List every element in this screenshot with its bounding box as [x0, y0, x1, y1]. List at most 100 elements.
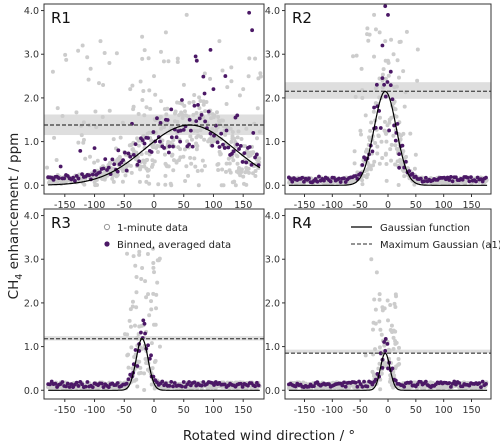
- minute-data-point: [129, 345, 134, 350]
- x-tick-label: 50: [410, 200, 422, 211]
- binned-data-point: [110, 157, 115, 162]
- binned-data-point: [126, 377, 131, 382]
- minute-data-point: [137, 371, 142, 376]
- minute-data-point: [158, 115, 163, 120]
- binned-data-point: [452, 379, 457, 384]
- x-tick-label: -50: [352, 200, 368, 211]
- minute-data-point: [372, 54, 377, 59]
- minute-data-point: [379, 332, 384, 337]
- minute-data-point: [197, 106, 202, 111]
- binned-data-point: [447, 381, 452, 385]
- minute-data-point: [254, 136, 259, 141]
- binned-data-point: [484, 382, 488, 386]
- binned-data-point: [165, 118, 170, 122]
- minute-data-point: [129, 170, 134, 175]
- minute-data-point: [164, 112, 169, 117]
- binned-data-point: [237, 147, 241, 151]
- minute-data-point: [351, 54, 356, 59]
- minute-data-point: [144, 150, 149, 155]
- binned-data-point: [393, 138, 398, 143]
- binned-data-point: [460, 177, 465, 182]
- minute-data-point: [203, 109, 208, 114]
- binned-data-point: [449, 385, 453, 389]
- minute-data-point: [107, 108, 112, 113]
- binned-data-point: [332, 175, 336, 180]
- minute-data-point: [393, 292, 398, 297]
- binned-data-point: [373, 377, 378, 382]
- minute-data-point: [241, 87, 246, 92]
- binned-data-point: [397, 165, 402, 170]
- minute-data-point: [221, 183, 226, 188]
- minute-data-point: [202, 164, 207, 169]
- binned-data-point: [290, 179, 295, 184]
- minute-data-point: [368, 128, 373, 133]
- minute-data-point: [94, 125, 99, 130]
- minute-data-point: [402, 104, 407, 109]
- minute-data-point: [152, 159, 157, 164]
- minute-data-point: [193, 164, 198, 169]
- y-tick-label: 2.0: [24, 298, 39, 309]
- minute-data-point: [144, 179, 149, 184]
- binned-data-point: [73, 178, 77, 183]
- binned-data-point: [372, 105, 376, 110]
- minute-data-point: [253, 173, 258, 178]
- minute-data-point: [175, 119, 180, 124]
- minute-data-point: [128, 324, 133, 329]
- minute-data-point: [131, 107, 136, 112]
- binned-data-point: [169, 135, 174, 140]
- minute-data-point: [360, 95, 365, 100]
- binned-data-point: [343, 384, 348, 389]
- binned-data-point: [337, 176, 341, 181]
- minute-data-point: [378, 327, 383, 332]
- binned-data-point: [397, 152, 402, 157]
- minute-data-point: [197, 95, 202, 100]
- binned-data-point: [141, 318, 146, 323]
- minute-data-point: [223, 169, 228, 174]
- minute-data-point: [395, 58, 400, 63]
- gaussian-curve: [288, 90, 488, 186]
- minute-data-point: [162, 125, 167, 130]
- x-tick-label: -100: [322, 200, 344, 211]
- binned-data-point: [199, 383, 204, 388]
- binned-data-point: [146, 343, 150, 348]
- minute-data-point: [64, 178, 69, 183]
- minute-data-point: [54, 157, 59, 162]
- max-gaussian-band: [285, 82, 491, 99]
- minute-data-point: [134, 290, 139, 295]
- binned-data-point: [365, 384, 370, 389]
- binned-data-point: [69, 382, 74, 387]
- minute-data-point: [195, 144, 200, 149]
- minute-data-point: [251, 150, 256, 155]
- minute-data-point: [246, 166, 251, 171]
- minute-data-point: [391, 346, 396, 351]
- binned-data-point: [410, 171, 415, 176]
- legend-fit: Gaussian function Maximum Gaussian (a1): [351, 223, 500, 251]
- panels-group: R1 -150 -100 -50 0 50 100 150 0.0 1.0 2.0 3.0 4.0 R2 -…: [24, 3, 492, 416]
- binned-data-point: [457, 381, 462, 385]
- minute-data-point: [164, 164, 169, 169]
- binned-data-point: [423, 175, 428, 180]
- panel-label: R3: [51, 214, 71, 232]
- minute-data-point: [156, 182, 161, 187]
- minute-data-point: [387, 117, 392, 122]
- minute-data-point: [202, 71, 207, 76]
- binned-data-point: [238, 381, 243, 386]
- binned-data-point: [380, 366, 385, 370]
- x-tick-label: -100: [84, 200, 106, 211]
- binned-data-point: [147, 356, 152, 361]
- minute-data-point: [175, 56, 180, 61]
- minute-data-point: [377, 76, 382, 81]
- minute-data-point: [360, 178, 365, 183]
- minute-data-point: [384, 131, 389, 136]
- x-tick-label: -100: [84, 405, 106, 416]
- minute-data-point: [142, 160, 147, 165]
- binned-data-point: [92, 169, 97, 173]
- minute-data-point: [134, 305, 139, 310]
- binned-data-point: [83, 384, 88, 389]
- minute-data-point: [52, 135, 57, 140]
- binned-data-point: [87, 173, 92, 178]
- minute-data-point: [391, 52, 396, 57]
- minute-data-point: [140, 56, 145, 61]
- x-tick-label: 50: [178, 405, 190, 416]
- binned-data-point: [124, 381, 129, 386]
